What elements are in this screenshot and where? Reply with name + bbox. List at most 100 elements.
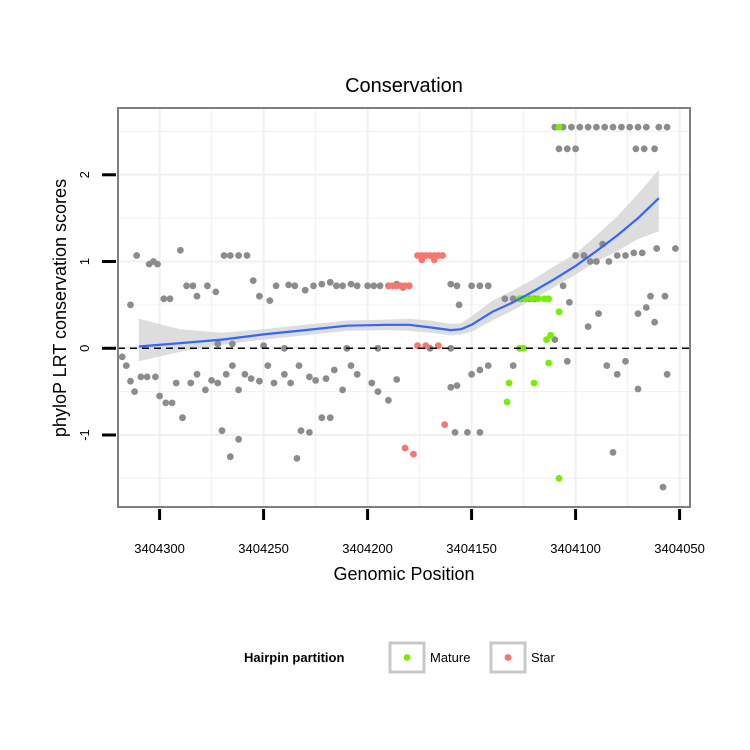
point-star: [414, 342, 421, 350]
point-other: [559, 282, 567, 290]
point-other: [193, 370, 201, 378]
point-other: [642, 123, 650, 131]
point-other: [609, 449, 617, 456]
plot-area: [117, 107, 691, 508]
point-other: [162, 399, 170, 407]
point-other: [330, 366, 338, 374]
point-other: [260, 342, 267, 350]
point-other: [187, 379, 195, 387]
point-other: [218, 427, 226, 435]
point-other: [618, 123, 625, 131]
point-other: [451, 429, 459, 436]
point-other: [168, 399, 176, 407]
point-other: [293, 455, 301, 462]
point-other: [651, 318, 658, 326]
point-other: [586, 258, 594, 265]
point-other: [322, 375, 330, 382]
point-other: [613, 252, 621, 259]
point-other: [563, 145, 571, 153]
y-tick-label: 0: [77, 345, 92, 352]
point-other: [447, 383, 455, 391]
point-other: [285, 281, 292, 289]
y-axis-title: phyloP LRT conservation scores: [50, 179, 70, 437]
point-other: [484, 282, 492, 290]
point-star: [405, 282, 413, 290]
point-other: [214, 340, 222, 348]
point-star: [410, 450, 417, 458]
point-other: [593, 258, 600, 265]
point-other: [385, 396, 392, 404]
point-other: [447, 344, 455, 352]
point-other: [301, 286, 309, 294]
point-other: [634, 310, 642, 317]
point-mature: [547, 331, 554, 339]
point-other: [306, 429, 313, 436]
point-other: [468, 370, 475, 378]
point-other: [603, 362, 611, 369]
point-mature: [545, 359, 552, 367]
point-other: [374, 388, 382, 395]
point-other: [133, 252, 141, 259]
point-mature: [528, 295, 536, 303]
x-tick-label: 3404050: [654, 541, 705, 556]
x-axis-title: Genomic Position: [333, 564, 474, 584]
point-other: [595, 310, 602, 317]
point-other: [326, 414, 334, 422]
legend-key-star: [489, 641, 527, 674]
legend: Hairpin partition Mature Star: [244, 641, 556, 674]
smooth-trend-line: [138, 197, 660, 348]
point-other: [634, 123, 642, 131]
point-other: [214, 379, 222, 387]
point-other: [281, 370, 288, 378]
point-other: [353, 370, 361, 378]
point-other: [204, 282, 211, 290]
legend-swatch-star: [504, 654, 512, 661]
point-mature: [534, 295, 542, 303]
x-tick-label: 3404200: [342, 541, 393, 556]
point-other: [638, 249, 646, 257]
point-other: [297, 427, 305, 435]
point-other: [127, 301, 134, 309]
point-other: [605, 258, 613, 265]
x-axis: 3404300 3404250 3404200 3404150 3404100 34040…: [134, 509, 705, 556]
point-mature: [543, 336, 550, 343]
point-other: [468, 282, 475, 290]
point-other: [584, 323, 592, 330]
point-other: [613, 370, 621, 378]
point-other: [166, 295, 174, 303]
point-other: [339, 386, 346, 394]
legend-swatch-mature: [403, 654, 411, 661]
point-star: [401, 444, 409, 452]
point-other: [347, 280, 355, 288]
point-other: [154, 260, 161, 268]
point-other: [226, 453, 234, 461]
point-mature: [503, 398, 511, 406]
y-axis: -1 0 1 2: [77, 171, 116, 441]
legend-label-mature: Mature: [430, 650, 470, 665]
point-other: [651, 145, 658, 153]
point-other: [663, 123, 671, 131]
panel-border: [117, 107, 691, 508]
legend-title: Hairpin partition: [244, 650, 344, 665]
point-other: [580, 252, 588, 259]
point-star: [422, 342, 430, 350]
point-mature: [520, 344, 527, 352]
point-other: [601, 123, 609, 131]
point-other: [663, 370, 671, 378]
x-tick-label: 3404100: [550, 541, 601, 556]
point-other: [208, 377, 216, 384]
point-other: [241, 370, 249, 378]
point-other: [220, 252, 228, 259]
point-other: [310, 282, 317, 290]
point-mature: [505, 379, 513, 387]
point-other: [563, 357, 571, 365]
point-other: [455, 301, 463, 309]
point-other: [270, 379, 278, 387]
point-other: [374, 344, 382, 352]
point-other: [634, 385, 642, 393]
point-other: [247, 375, 255, 382]
legend-label-star: Star: [531, 650, 556, 665]
point-other: [653, 245, 661, 252]
point-other: [131, 388, 139, 395]
